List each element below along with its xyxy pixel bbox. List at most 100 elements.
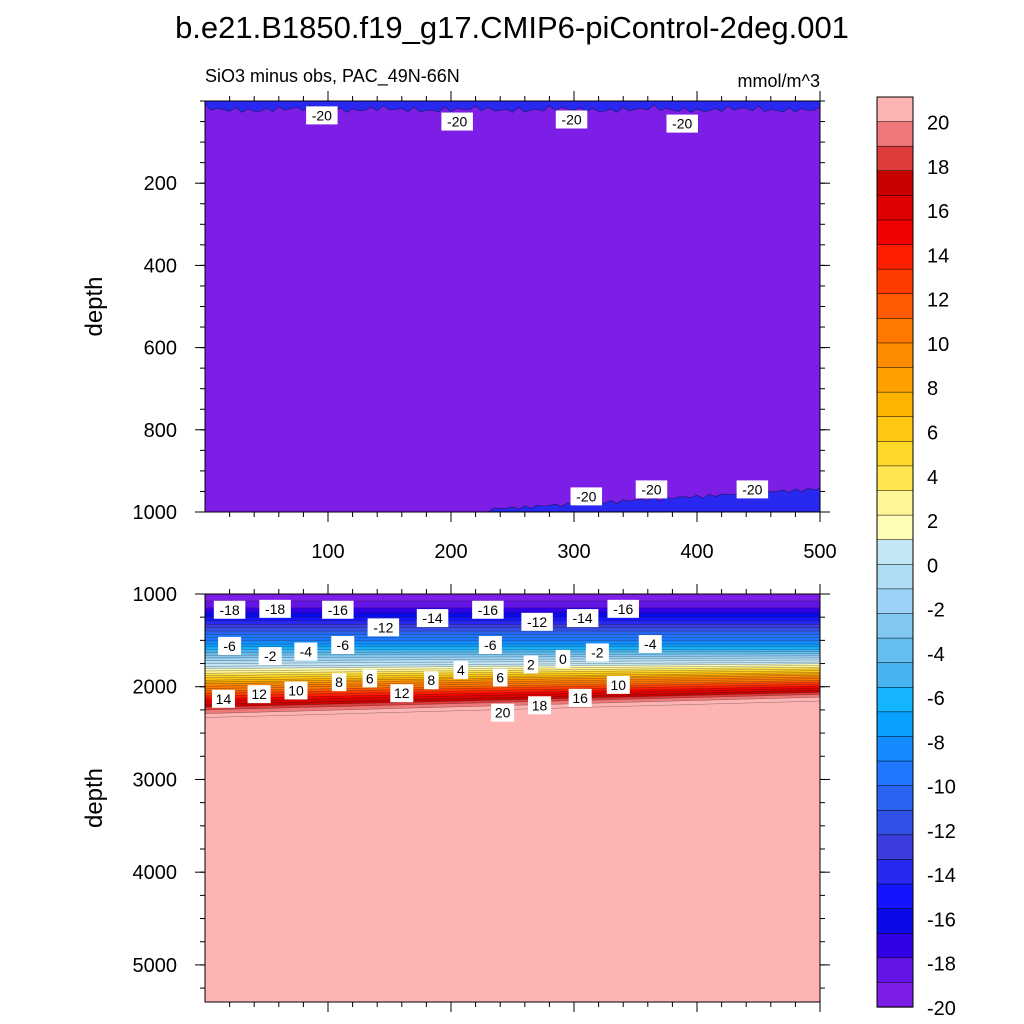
contour-label: 4 [453, 661, 469, 680]
contour-label: 16 [568, 688, 592, 707]
svg-text:18: 18 [532, 697, 548, 713]
colorbar-label: -18 [927, 954, 956, 976]
contour-label: -20 [555, 110, 588, 129]
colorbar-swatch [876, 736, 914, 762]
svg-text:16: 16 [572, 690, 588, 706]
colorbar-swatch [876, 539, 914, 565]
colorbar-swatch [876, 662, 914, 688]
colorbar-swatch [876, 834, 914, 861]
colorbar-label: -20 [927, 998, 956, 1020]
svg-text:0: 0 [559, 651, 567, 667]
lower-field: -18 -18 -16-12-14-16-12 -14-16-6-2 -4 -6 -62 0-… [205, 594, 820, 1002]
colorbar-swatch [876, 145, 914, 172]
colorbar-swatch [876, 195, 914, 221]
contour-label: -16 [322, 600, 354, 619]
svg-text:-4: -4 [300, 643, 313, 659]
colorbar-label: -12 [927, 821, 956, 843]
colorbar-label: -10 [927, 777, 956, 799]
svg-text:-18: -18 [219, 602, 239, 618]
colorbar-swatch [876, 514, 914, 541]
colorbar-swatch [876, 244, 914, 270]
lower-band [205, 612, 820, 618]
colorbar-label: -2 [927, 600, 945, 622]
colorbar-label: -16 [927, 909, 956, 931]
colorbar-swatch [876, 391, 914, 418]
colorbar-swatch [876, 441, 914, 467]
contour-label: -6 [478, 636, 502, 654]
contour-label: -20 [635, 480, 668, 499]
colorbar-label: -14 [927, 865, 956, 887]
colorbar-label: 4 [927, 467, 938, 489]
colorbar-label: -4 [927, 644, 945, 666]
y-tick-label: 800 [144, 420, 177, 442]
contour-label: -12 [367, 618, 400, 637]
svg-text:-2: -2 [591, 644, 604, 660]
colorbar-swatch [876, 268, 914, 295]
upper-field: -20 -20 -20 -20 -20 -20 -20 [205, 101, 820, 512]
colorbar-label: 10 [927, 334, 949, 356]
contour-label: -20 [306, 106, 338, 125]
contour-label: -2 [585, 643, 609, 662]
contour-label: 12 [247, 685, 271, 704]
colorbar-swatch [876, 121, 914, 147]
contour-label: -4 [638, 635, 662, 654]
contour-label: 14 [211, 689, 235, 708]
contour-label: 0 [555, 649, 571, 668]
svg-text:12: 12 [394, 685, 410, 701]
svg-text:4: 4 [457, 662, 465, 678]
colorbar-swatch [876, 342, 914, 369]
colorbar-label: 6 [927, 422, 938, 444]
contour-label: -20 [666, 114, 698, 133]
svg-text:-20: -20 [576, 488, 596, 504]
svg-text:-20: -20 [641, 481, 661, 497]
svg-text:-20: -20 [672, 116, 692, 132]
y-tick-label: 600 [144, 338, 177, 360]
contour-label: 10 [606, 675, 630, 694]
contour-label: -18 [259, 599, 291, 618]
contour-label: 6 [362, 669, 378, 688]
y-tick-label: 1000 [133, 584, 178, 606]
svg-text:8: 8 [427, 672, 435, 688]
colorbar-swatch [876, 760, 914, 787]
colorbar-swatch [876, 637, 914, 664]
contour-label: -20 [736, 480, 769, 499]
contour-label: -6 [218, 636, 242, 655]
lower-band [205, 620, 820, 625]
y-tick-label: 5000 [133, 955, 178, 977]
contour-label: -6 [331, 636, 355, 654]
colorbar-swatch [876, 982, 914, 1008]
units-label: mmol/m^3 [738, 71, 820, 91]
contour-label: 6 [492, 668, 508, 687]
svg-text:-16: -16 [613, 601, 633, 617]
lower-band [205, 617, 820, 622]
colorbar-label: 8 [927, 378, 938, 400]
colorbar-swatch [876, 932, 914, 959]
lower-band [205, 634, 820, 638]
contour-label: 20 [491, 703, 515, 722]
colorbar-swatch [876, 96, 914, 123]
colorbar-swatch [876, 711, 914, 738]
lower-frame [204, 593, 821, 1003]
svg-text:14: 14 [216, 691, 232, 707]
y-tick-label: 2000 [133, 677, 178, 699]
lower-band [205, 607, 820, 613]
contour-label: 18 [528, 696, 552, 715]
svg-text:10: 10 [610, 677, 626, 693]
y-tick-label: 1000 [133, 502, 178, 524]
svg-text:-20: -20 [447, 114, 467, 130]
contour-label: -4 [294, 642, 318, 661]
svg-text:-14: -14 [422, 610, 442, 626]
svg-text:-6: -6 [484, 637, 497, 653]
svg-text:-12: -12 [527, 614, 547, 630]
colorbar-swatch [876, 170, 914, 197]
upper-surface-band [205, 101, 820, 113]
svg-text:-12: -12 [373, 619, 393, 635]
svg-text:-20: -20 [742, 481, 762, 497]
svg-text:-4: -4 [644, 636, 657, 652]
colorbar-frame [876, 96, 914, 1008]
colorbar-swatch [876, 318, 914, 344]
lower-band [205, 637, 820, 642]
colorbar-swatch [876, 957, 914, 984]
figure-title: b.e21.B1850.f19_g17.CMIP6-piControl-2deg… [175, 10, 849, 45]
